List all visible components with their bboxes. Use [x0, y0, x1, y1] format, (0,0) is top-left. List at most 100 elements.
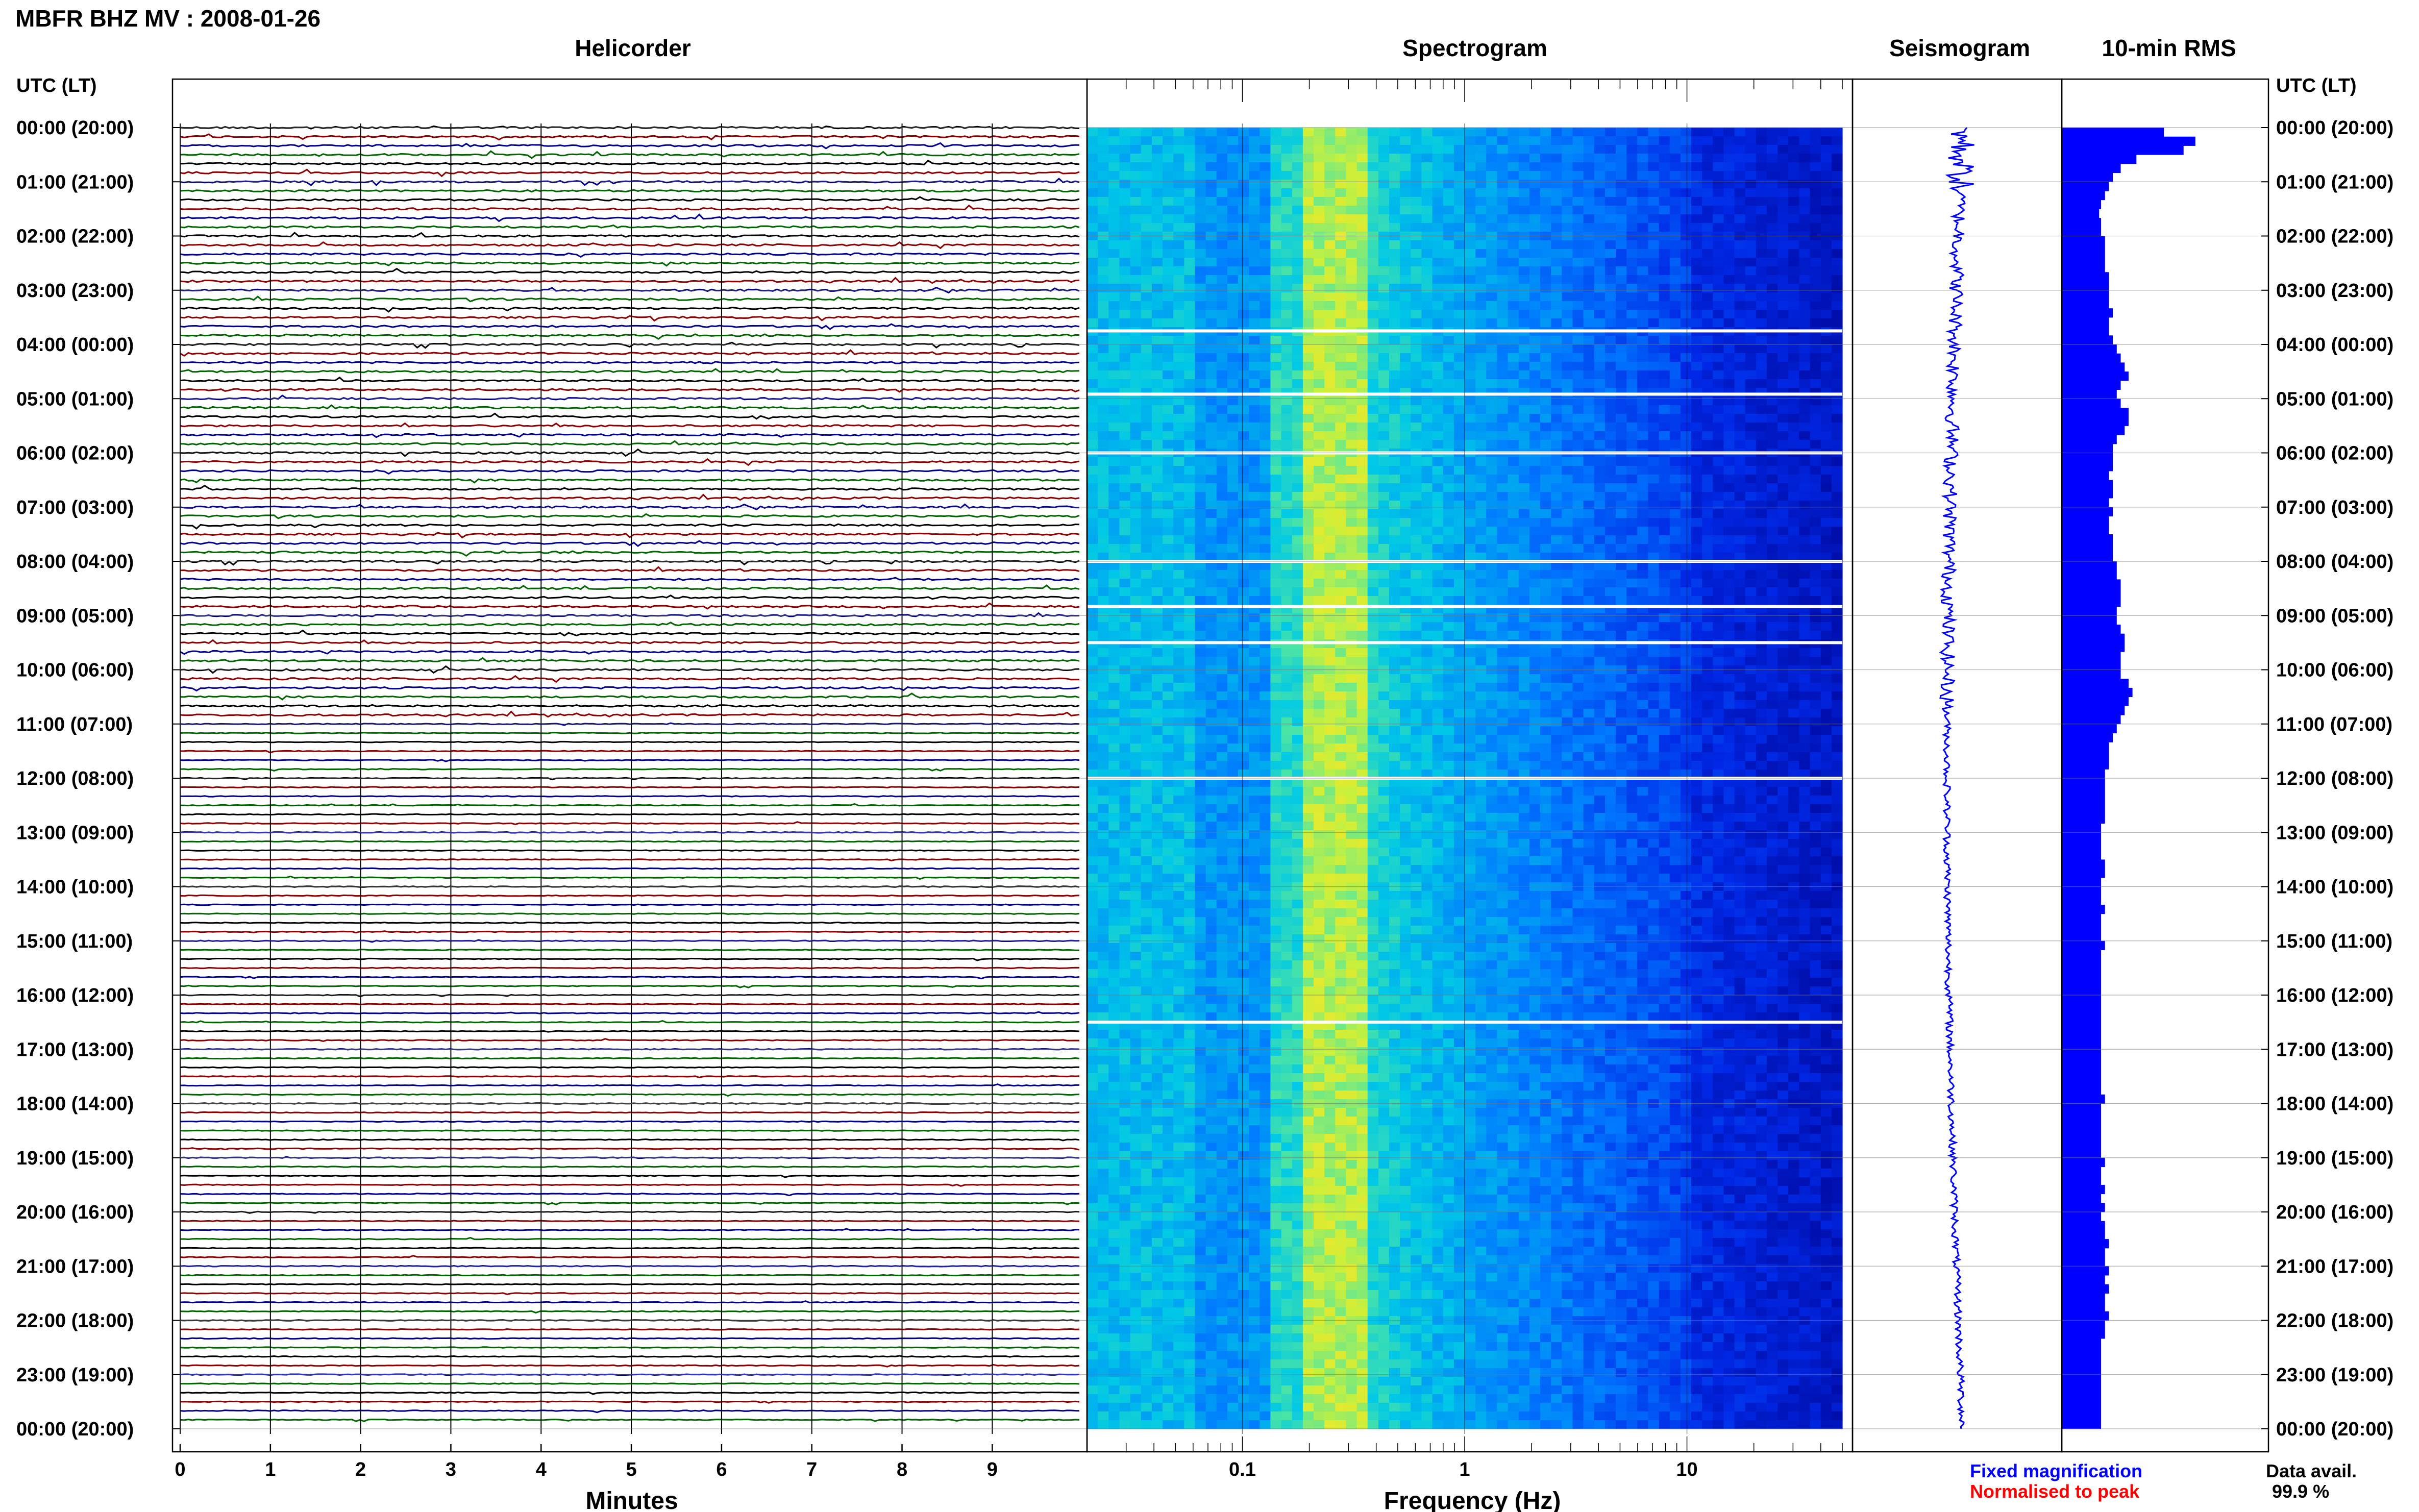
spectrogram-cell — [1767, 162, 1778, 171]
spectrogram-cell — [1594, 318, 1606, 328]
spectrogram-cell — [1314, 344, 1325, 354]
spectrogram-cell — [1324, 292, 1336, 302]
spectrogram-cell — [1292, 379, 1303, 388]
spectrogram-cell — [1778, 570, 1789, 579]
spectrogram-cell — [1367, 631, 1379, 640]
spectrogram-cell — [1551, 596, 1562, 605]
spectrogram-cell — [1572, 561, 1584, 571]
spectrogram-cell — [1389, 544, 1400, 553]
spectrogram-cell — [1098, 561, 1109, 571]
spectrogram-cell — [1497, 501, 1509, 510]
spectrogram-cell — [1508, 396, 1519, 406]
spectrogram-cell — [1453, 648, 1465, 657]
spectrogram-cell — [1486, 258, 1497, 267]
spectrogram-cell — [1788, 657, 1799, 666]
spectrogram-cell — [1594, 197, 1606, 206]
spectrogram-cell — [1314, 709, 1325, 718]
spectrogram-cell — [1432, 136, 1444, 145]
spectrogram-cell — [1626, 709, 1638, 718]
helicorder-trace — [180, 1003, 1080, 1006]
spectrogram-cell — [1767, 648, 1778, 657]
spectrogram-cell — [1734, 518, 1746, 527]
spectrogram-cell — [1108, 414, 1120, 423]
spectrogram-cell — [1443, 700, 1454, 709]
spectrogram-cell — [1562, 266, 1573, 276]
spectrogram-cell — [1475, 266, 1487, 276]
spectrogram-cell — [1292, 483, 1303, 492]
spectrogram-cell — [1389, 596, 1400, 605]
spectrogram-cell — [1518, 475, 1530, 484]
spectrogram-cell — [1518, 370, 1530, 380]
spectrogram-cell — [1324, 457, 1336, 466]
spectrogram-cell — [1195, 379, 1206, 388]
spectrogram-cell — [1831, 717, 1843, 727]
spectrogram-cell — [1669, 544, 1681, 553]
spectrogram-cell — [1583, 674, 1595, 683]
spectrogram-cell — [1680, 475, 1692, 484]
spectrogram-cell — [1098, 674, 1109, 683]
spectrogram-cell — [1669, 596, 1681, 605]
spectrogram-cell — [1453, 310, 1465, 319]
spectrogram-cell — [1669, 518, 1681, 527]
spectrogram-cell — [1529, 414, 1541, 423]
spectrogram-cell — [1734, 344, 1746, 354]
spectrogram-cell — [1216, 223, 1228, 232]
spectrogram-cell — [1443, 362, 1454, 371]
spectrogram-cell — [1756, 370, 1767, 380]
spectrogram-cell — [1367, 613, 1379, 623]
spectrogram-cell — [1518, 223, 1530, 232]
spectrogram-cell — [1367, 553, 1379, 562]
spectrogram-cell — [1767, 709, 1778, 718]
spectrogram-cell — [1432, 128, 1444, 137]
spectrogram-cell — [1098, 544, 1109, 553]
spectrogram-cell — [1788, 596, 1799, 605]
spectrogram-cell — [1788, 266, 1799, 276]
spectrogram-cell — [1087, 414, 1098, 423]
spectrogram-cell — [1626, 206, 1638, 215]
spectrogram-cell — [1346, 362, 1357, 371]
spectrogram-cell — [1141, 440, 1152, 449]
spectrogram-cell — [1346, 544, 1357, 553]
spectrogram-cell — [1249, 180, 1260, 189]
spectrogram-cell — [1205, 457, 1217, 466]
spectrogram-cell — [1659, 128, 1670, 137]
spectrogram-cell — [1518, 180, 1530, 189]
spectrogram-cell — [1389, 509, 1400, 518]
spectrogram-cell — [1453, 431, 1465, 440]
spectrogram-cell — [1497, 622, 1509, 631]
spectrogram-cell — [1594, 162, 1606, 171]
spectrogram-cell — [1551, 301, 1562, 310]
spectrogram-cell — [1508, 266, 1519, 276]
spectrogram-cell — [1497, 188, 1509, 197]
spectrogram-cell — [1163, 223, 1174, 232]
spectrogram-cell — [1453, 475, 1465, 484]
spectrogram-cell — [1184, 509, 1195, 518]
spectrogram-cell — [1173, 336, 1184, 345]
spectrogram-cell — [1486, 154, 1497, 163]
spectrogram-cell — [1518, 535, 1530, 544]
spectrogram-cell — [1572, 631, 1584, 640]
spectrogram-cell — [1723, 292, 1735, 302]
spectrogram-cell — [1249, 475, 1260, 484]
spectrogram-cell — [1367, 475, 1379, 484]
spectrogram-cell — [1130, 344, 1142, 354]
spectrogram-cell — [1820, 145, 1832, 154]
spectrogram-cell — [1723, 717, 1735, 727]
spectrogram-cell — [1098, 396, 1109, 406]
spectrogram-cell — [1551, 249, 1562, 258]
spectrogram-cell — [1831, 709, 1843, 718]
spectrogram-cell — [1508, 292, 1519, 302]
spectrogram-cell — [1669, 370, 1681, 380]
spectrogram-cell — [1292, 292, 1303, 302]
spectrogram-cell — [1205, 240, 1217, 250]
spectrogram-cell — [1572, 258, 1584, 267]
spectrogram-cell — [1583, 379, 1595, 388]
spectrogram-cell — [1443, 579, 1454, 588]
spectrogram-cell — [1249, 553, 1260, 562]
helicorder-trace — [180, 566, 1080, 573]
spectrogram-cell — [1141, 396, 1152, 406]
spectrogram-cell — [1594, 483, 1606, 492]
spectrogram-cell — [1594, 700, 1606, 709]
spectrogram-cell — [1227, 717, 1239, 727]
spectrogram-cell — [1540, 492, 1551, 501]
